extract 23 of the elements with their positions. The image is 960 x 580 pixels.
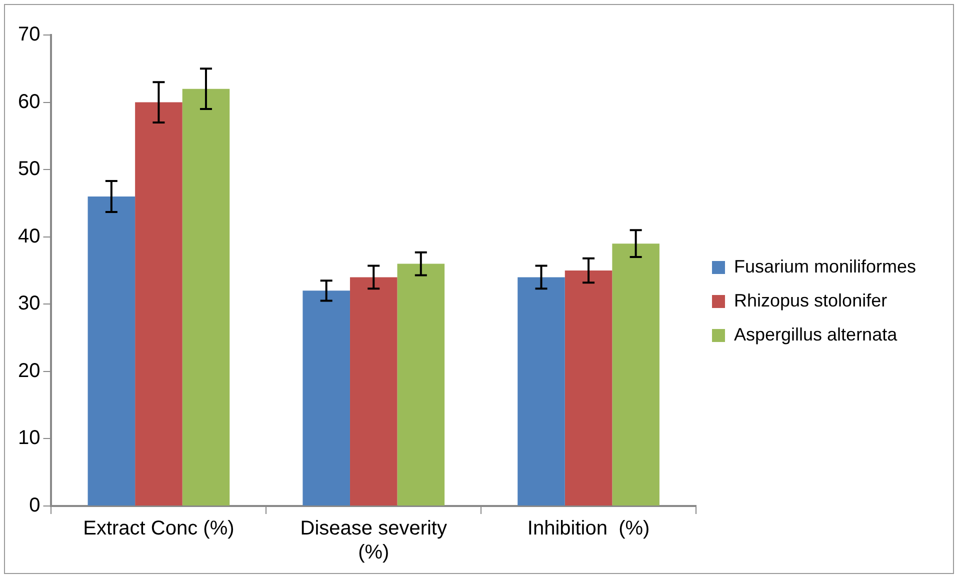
bar <box>302 290 350 506</box>
y-tick-label: 50 <box>18 158 40 180</box>
legend-label: Fusarium moniliformes <box>734 256 916 276</box>
bar <box>135 102 182 506</box>
bar <box>88 196 136 506</box>
y-tick-label: 0 <box>29 494 40 517</box>
x-tick-label: Inhibition (%) <box>527 518 650 540</box>
legend-label: Aspergillus alternata <box>734 324 898 344</box>
y-tick-label: 10 <box>18 427 40 450</box>
bar <box>612 244 660 506</box>
legend-label: Rhizopus stolonifer <box>734 290 888 310</box>
y-tick-label: 60 <box>18 90 40 113</box>
bar <box>564 270 612 506</box>
bar <box>350 277 398 506</box>
x-tick-label: Extract Conc (%) <box>83 518 234 540</box>
x-tick-label: Disease severity (%) <box>300 518 447 564</box>
bar <box>397 264 445 506</box>
y-tick-label: 30 <box>18 292 40 315</box>
y-tick-label: 70 <box>18 24 40 46</box>
y-tick-label: 40 <box>18 225 40 248</box>
bar <box>182 88 230 506</box>
bar <box>518 277 565 506</box>
y-tick-label: 20 <box>18 360 40 382</box>
